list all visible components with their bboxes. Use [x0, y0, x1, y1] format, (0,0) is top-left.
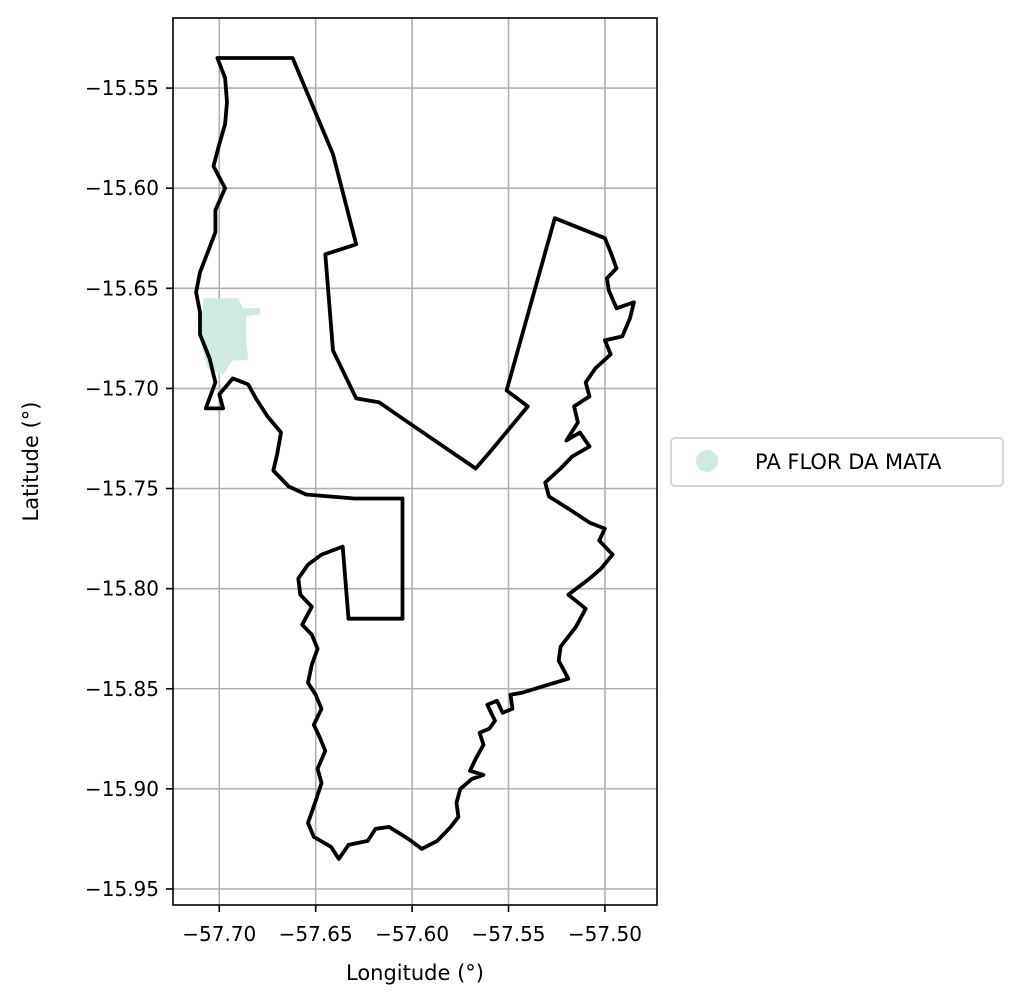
y-tick-label: −15.85: [85, 677, 159, 701]
boundary-outline-layer: [194, 56, 636, 861]
y-tick-label: −15.80: [85, 577, 159, 601]
x-tick-label: −57.50: [568, 922, 642, 946]
legend-label: PA FLOR DA MATA: [755, 450, 942, 474]
y-tick-label: −15.60: [85, 176, 159, 200]
x-tick-label: −57.70: [182, 922, 256, 946]
x-tick-label: −57.55: [472, 922, 546, 946]
x-tick-label: −57.65: [279, 922, 353, 946]
y-tick-label: −15.55: [85, 76, 159, 100]
boundary-outline: [194, 56, 636, 861]
y-axis-title: Latitude (°): [19, 402, 43, 522]
gridlines: [173, 18, 657, 905]
legend: PA FLOR DA MATA: [670, 437, 1004, 487]
y-tick-label: −15.75: [85, 477, 159, 501]
x-tick-label: −57.60: [375, 922, 449, 946]
axes-frame: [172, 17, 658, 906]
x-axis-title: Longitude (°): [346, 961, 484, 985]
y-tick-label: −15.65: [85, 276, 159, 300]
y-tick-label: −15.70: [85, 376, 159, 400]
settlement-area-polygon: [200, 298, 260, 375]
y-tick-label: −15.95: [85, 877, 159, 901]
settlement-area-layer: [200, 298, 260, 375]
legend-box: [670, 437, 1004, 487]
y-tick-label: −15.90: [85, 777, 159, 801]
legend-marker-circle: [696, 450, 718, 472]
axis-ticks: −57.70 −57.65 −57.60 −57.55 −57.50 −15.55 −15.…: [85, 76, 642, 946]
